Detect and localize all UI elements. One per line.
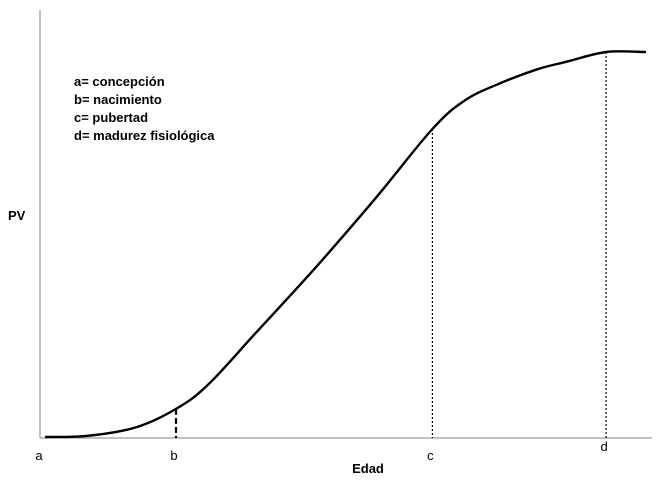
marker-label-d: d <box>600 439 607 454</box>
series-layer <box>44 50 647 439</box>
x-axis-label: Edad <box>352 461 384 476</box>
axes <box>39 10 652 439</box>
marker-label-b: b <box>170 448 177 463</box>
growth-curve <box>44 50 647 439</box>
marker-label-c: c <box>427 448 434 463</box>
legend-item-c: c= pubertad <box>74 110 148 125</box>
legend-item-d: d= madurez fisiológica <box>74 128 215 143</box>
marker-label-a: a <box>35 448 43 463</box>
legend-item-b: b= nacimiento <box>74 92 162 107</box>
legend: a= concepción b= nacimiento c= pubertad … <box>74 74 215 143</box>
marker-labels: a b c d <box>35 439 607 463</box>
marker-lines <box>174 52 607 438</box>
legend-item-a: a= concepción <box>74 74 165 89</box>
y-axis-label: PV <box>8 208 26 223</box>
